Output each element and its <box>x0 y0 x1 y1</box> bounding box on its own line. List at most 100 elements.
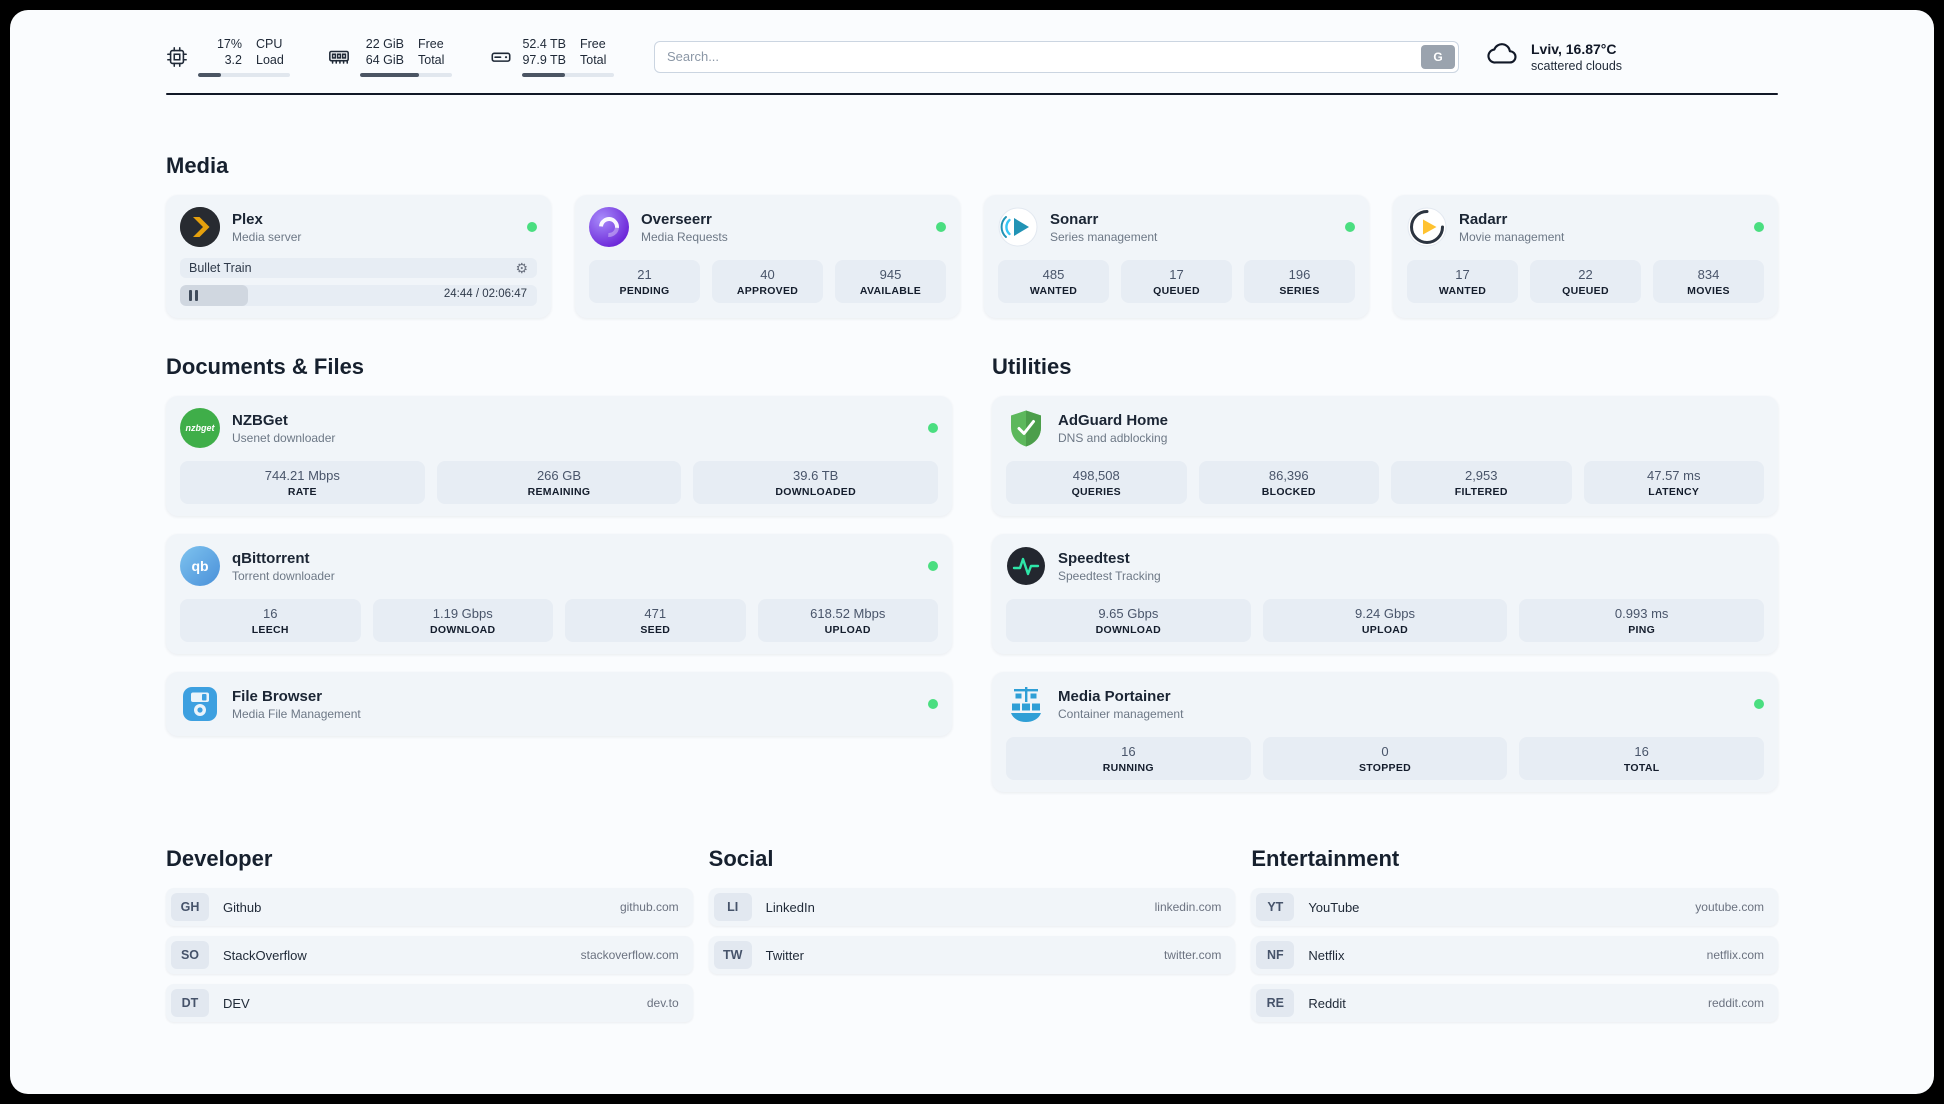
stat-value: 22 <box>1578 267 1593 282</box>
now-playing-row: Bullet Train ⚙ <box>180 258 537 278</box>
service-card-speedtest[interactable]: Speedtest Speedtest Tracking 9.65 Gbps D… <box>992 534 1778 654</box>
app-name: AdGuard Home <box>1058 411 1169 429</box>
bookmark-abbr: GH <box>171 893 209 921</box>
status-dot <box>936 222 946 232</box>
playback-progress-bar: 24:44 / 02:06:47 <box>180 285 537 306</box>
app-subtitle: Movie management <box>1459 229 1565 244</box>
stat-tile: 16 LEECH <box>180 599 361 642</box>
service-card-plex[interactable]: Plex Media server Bullet Train ⚙ 24:44 /… <box>166 195 551 318</box>
stat-value: 16 <box>263 606 278 621</box>
app-name: Speedtest <box>1058 549 1130 567</box>
service-card-qbittorrent[interactable]: qb qBittorrent Torrent downloader 16 LEE… <box>166 534 952 654</box>
cloud-icon <box>1485 40 1521 73</box>
section-media: Media Plex Media server <box>166 153 1778 318</box>
stat-label: MOVIES <box>1687 285 1730 297</box>
memory-free-value: 22 GiB <box>365 37 404 51</box>
cpu-progress-bar <box>198 73 290 77</box>
stat-label: DOWNLOAD <box>1095 624 1162 636</box>
sonarr-icon <box>998 207 1038 247</box>
adguard-icon <box>1006 408 1046 448</box>
memory-free-label: Free <box>418 37 444 51</box>
stat-tile: 945 AVAILABLE <box>835 260 946 303</box>
stat-value: 2,953 <box>1464 468 1498 483</box>
filebrowser-icon <box>180 684 220 724</box>
bookmark-stackoverflow[interactable]: SO StackOverflow stackoverflow.com <box>166 936 693 974</box>
bookmark-url: dev.to <box>646 996 679 1010</box>
service-card-filebrowser[interactable]: File Browser Media File Management <box>166 672 952 736</box>
pause-icon[interactable] <box>189 290 198 301</box>
search-input[interactable] <box>654 40 1459 73</box>
bookmark-url: linkedin.com <box>1154 900 1222 914</box>
stat-value: 498,508 <box>1072 468 1120 483</box>
app-name: Radarr <box>1459 210 1508 228</box>
bookmark-linkedin[interactable]: LI LinkedIn linkedin.com <box>708 888 1236 926</box>
stat-tile: 0.993 ms PING <box>1519 599 1764 642</box>
disk-free-label: Free <box>580 37 606 51</box>
memory-total-label: Total <box>418 53 445 67</box>
stat-value: 0 <box>1381 744 1389 759</box>
stat-value: 744.21 Mbps <box>264 468 340 483</box>
bookmark-name: YouTube <box>1308 899 1360 915</box>
qbittorrent-icon: qb <box>180 546 220 586</box>
status-dot <box>1345 222 1355 232</box>
status-dot <box>928 561 938 571</box>
settings-icon[interactable]: ⚙ <box>515 260 528 276</box>
memory-total-value: 64 GiB <box>365 53 404 67</box>
app-name: Plex <box>232 210 263 228</box>
cpu-icon <box>166 46 188 68</box>
stat-tile: 17 WANTED <box>1407 260 1518 303</box>
memory-icon <box>328 46 350 68</box>
service-card-overseerr[interactable]: Overseerr Media Requests 21 PENDING 40 A… <box>575 195 960 318</box>
stat-value: 1.19 Gbps <box>432 606 493 621</box>
stat-label: PENDING <box>619 285 670 297</box>
stat-label: RUNNING <box>1102 762 1154 774</box>
service-card-sonarr[interactable]: Sonarr Series management 485 WANTED 17 Q… <box>984 195 1369 318</box>
bookmark-reddit[interactable]: RE Reddit reddit.com <box>1251 984 1778 1022</box>
bookmark-url: stackoverflow.com <box>580 948 679 962</box>
app-subtitle: DNS and adblocking <box>1058 430 1168 445</box>
stat-value: 834 <box>1697 267 1720 282</box>
service-card-radarr[interactable]: Radarr Movie management 17 WANTED 22 QUE… <box>1393 195 1778 318</box>
stat-label: AVAILABLE <box>859 285 922 297</box>
bookmark-name: Netflix <box>1308 947 1345 963</box>
stat-value: 945 <box>879 267 902 282</box>
stat-value: 86,396 <box>1268 468 1309 483</box>
bookmark-dev[interactable]: DT DEV dev.to <box>166 984 693 1022</box>
stat-label: SERIES <box>1279 285 1320 297</box>
service-card-portainer[interactable]: Media Portainer Container management 16 … <box>992 672 1778 792</box>
stat-tile: 834 MOVIES <box>1653 260 1764 303</box>
memory-progress-bar <box>360 73 452 77</box>
bookmark-abbr: YT <box>1256 893 1295 921</box>
stat-value: 47.57 ms <box>1647 468 1701 483</box>
stat-label: SEED <box>640 624 671 636</box>
stat-tile: 16 RUNNING <box>1006 737 1251 780</box>
bookmark-abbr: TW <box>713 941 752 969</box>
bookmark-github[interactable]: GH Github github.com <box>166 888 693 926</box>
app-name: Media Portainer <box>1058 687 1171 705</box>
status-dot <box>527 222 537 232</box>
stat-value: 16 <box>1634 744 1649 759</box>
section-title-utilities: Utilities <box>992 354 1072 379</box>
bookmark-netflix[interactable]: NF Netflix netflix.com <box>1251 936 1778 974</box>
app-subtitle: Container management <box>1058 706 1184 721</box>
search-engine-button[interactable]: G <box>1421 44 1455 69</box>
service-card-adguard[interactable]: AdGuard Home DNS and adblocking 498,508 … <box>992 396 1778 516</box>
stat-tile: 40 APPROVED <box>712 260 823 303</box>
section-documents: Documents & Files nzbget NZBGet Usenet d… <box>166 354 952 792</box>
app-name: qBittorrent <box>232 549 310 567</box>
cpu-load-value: 3.2 <box>224 53 242 67</box>
nzbget-icon: nzbget <box>180 408 220 448</box>
bookmark-twitter[interactable]: TW Twitter twitter.com <box>708 936 1236 974</box>
disk-total-label: Total <box>580 53 607 67</box>
stat-value: 17 <box>1455 267 1470 282</box>
stat-label: QUEUED <box>1153 285 1200 297</box>
section-title-documents: Documents & Files <box>166 354 365 379</box>
bookmark-youtube[interactable]: YT YouTube youtube.com <box>1251 888 1778 926</box>
stat-label: UPLOAD <box>824 624 871 636</box>
bookmark-name: LinkedIn <box>765 899 815 915</box>
weather-widget: Lviv, 16.87°C scattered clouds <box>1485 40 1622 74</box>
stat-value: 266 GB <box>536 468 582 483</box>
section-title-entertainment: Entertainment <box>1251 846 1400 871</box>
service-card-nzbget[interactable]: nzbget NZBGet Usenet downloader 744.21 M… <box>166 396 952 516</box>
stat-tile: 2,953 FILTERED <box>1391 461 1572 504</box>
